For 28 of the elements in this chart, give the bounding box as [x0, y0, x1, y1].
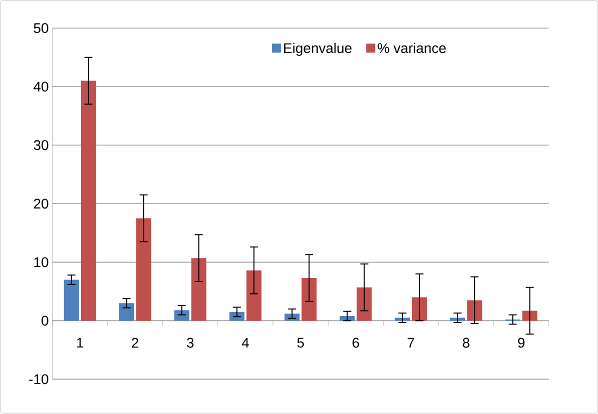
y-tick-label: 40 — [34, 82, 48, 92]
x-tick-label: 6 — [352, 338, 360, 348]
y-tick-label: 30 — [34, 140, 48, 150]
bar — [246, 270, 262, 321]
x-tick-label: 1 — [77, 338, 84, 348]
y-tick-label: 50 — [34, 23, 48, 34]
x-tick-label: 3 — [186, 338, 194, 348]
bar — [80, 81, 96, 321]
bar — [191, 258, 206, 321]
bar — [136, 218, 152, 321]
x-tick-label: 4 — [242, 338, 249, 348]
bar — [522, 310, 538, 321]
x-tick-label: 7 — [408, 338, 414, 348]
x-tick-label: 9 — [518, 338, 524, 348]
x-tick-label: 2 — [132, 338, 138, 348]
bar — [119, 303, 134, 321]
y-tick-label: 20 — [34, 198, 48, 209]
y-tick-label: 0 — [42, 316, 48, 326]
bar — [467, 300, 482, 321]
x-tick-label: 5 — [297, 338, 304, 348]
bar — [64, 280, 79, 321]
legend-label: % variance — [378, 43, 446, 54]
y-tick-label: -10 — [29, 374, 48, 384]
y-tick-label: 10 — [34, 257, 48, 268]
bar — [174, 310, 190, 321]
bar — [229, 312, 244, 321]
x-tick-label: 8 — [462, 338, 470, 348]
legend-label: Eigenvalue — [284, 43, 352, 56]
